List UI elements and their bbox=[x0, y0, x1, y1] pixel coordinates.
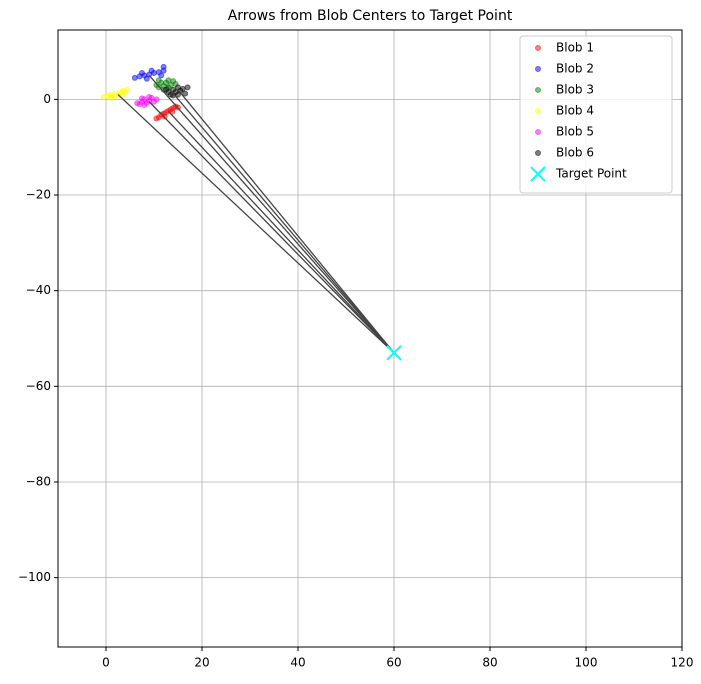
x-tick-label: 40 bbox=[290, 656, 305, 670]
arrow bbox=[117, 94, 395, 354]
legend-label: Blob 4 bbox=[556, 104, 594, 118]
legend-label: Blob 5 bbox=[556, 125, 594, 139]
y-tick-label: 0 bbox=[43, 92, 51, 106]
x-tick-label: 100 bbox=[575, 656, 598, 670]
arrow bbox=[167, 110, 395, 354]
arrow bbox=[165, 84, 395, 354]
point bbox=[153, 96, 160, 103]
chart-title: Arrows from Blob Centers to Target Point bbox=[228, 8, 513, 24]
x-tick-label: 20 bbox=[194, 656, 209, 670]
point bbox=[155, 77, 162, 84]
legend-label: Blob 6 bbox=[556, 146, 594, 160]
point bbox=[148, 67, 155, 74]
point bbox=[146, 93, 153, 100]
y-tick-label: −100 bbox=[18, 570, 51, 584]
point bbox=[119, 87, 126, 94]
target-marker bbox=[530, 166, 546, 182]
x-marker bbox=[386, 345, 402, 361]
point bbox=[139, 70, 145, 77]
point bbox=[131, 74, 138, 81]
point bbox=[535, 108, 541, 114]
legend: Blob 1 Blob 2 Blob 3 Blob 4 Blob 5 Blob 6 Targ… bbox=[519, 35, 673, 194]
point bbox=[100, 93, 107, 100]
x-tick-label: 60 bbox=[386, 656, 401, 670]
point bbox=[163, 86, 169, 93]
point bbox=[124, 86, 131, 93]
point bbox=[153, 115, 160, 122]
arrow bbox=[148, 101, 395, 354]
point bbox=[107, 94, 114, 101]
point bbox=[535, 45, 541, 51]
point bbox=[158, 72, 165, 79]
x-tick-label: 0 bbox=[102, 656, 110, 670]
x-tick-label: 80 bbox=[482, 656, 497, 670]
legend-label: Target Point bbox=[555, 167, 627, 181]
x-tick-label: 120 bbox=[671, 656, 694, 670]
point bbox=[535, 150, 541, 156]
point bbox=[175, 91, 181, 98]
y-tick-label: −20 bbox=[26, 188, 51, 202]
legend-label: Blob 3 bbox=[556, 83, 594, 97]
point bbox=[141, 102, 148, 109]
legend-box bbox=[519, 35, 673, 194]
x-marker bbox=[530, 166, 546, 182]
point bbox=[179, 85, 186, 92]
point bbox=[160, 63, 167, 70]
point bbox=[184, 84, 191, 91]
plot-frame bbox=[57, 29, 683, 648]
point bbox=[535, 87, 541, 93]
point bbox=[535, 66, 541, 72]
y-tick-label: −40 bbox=[26, 283, 51, 297]
point bbox=[165, 77, 172, 84]
point bbox=[182, 90, 189, 97]
y-tick-label: −80 bbox=[26, 474, 51, 488]
target-marker bbox=[386, 345, 402, 361]
arrow bbox=[177, 89, 395, 354]
legend-label: Blob 1 bbox=[556, 41, 594, 55]
point bbox=[139, 95, 145, 102]
point bbox=[169, 108, 176, 115]
point bbox=[535, 129, 541, 135]
arrow bbox=[148, 75, 395, 354]
legend-label: Blob 2 bbox=[556, 62, 594, 76]
y-tick-label: −60 bbox=[26, 379, 51, 393]
point bbox=[143, 75, 150, 82]
